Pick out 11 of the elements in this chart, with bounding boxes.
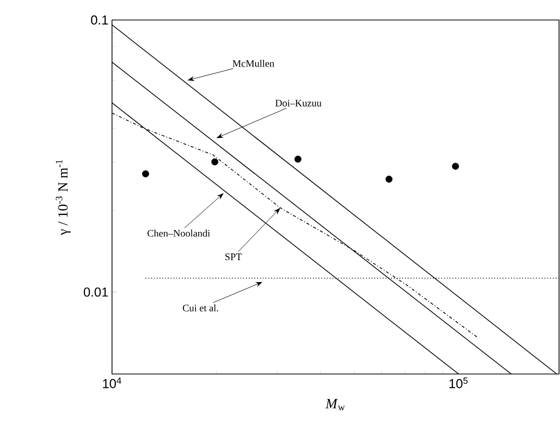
- annotation: Cui et al.: [182, 304, 218, 312]
- y-axis-title: γ / 10$^{-3}$ N m$^{-1}$: [56, 160, 70, 236]
- x-axis-title: M$_{w}$: [325, 399, 345, 410]
- annotation: Doi–Kuzuu: [275, 100, 322, 106]
- annotation: McMullen: [232, 60, 274, 67]
- y-tick-label: 0.1: [91, 15, 108, 25]
- x-tick-label: 10$^{5}$: [450, 378, 468, 388]
- annotation: Chen–Noolandi: [148, 230, 210, 237]
- x-tick-label: 10$^{4}$: [103, 378, 122, 388]
- y-tick-label: 0.01: [84, 287, 108, 297]
- annotation: SPT: [225, 253, 242, 260]
